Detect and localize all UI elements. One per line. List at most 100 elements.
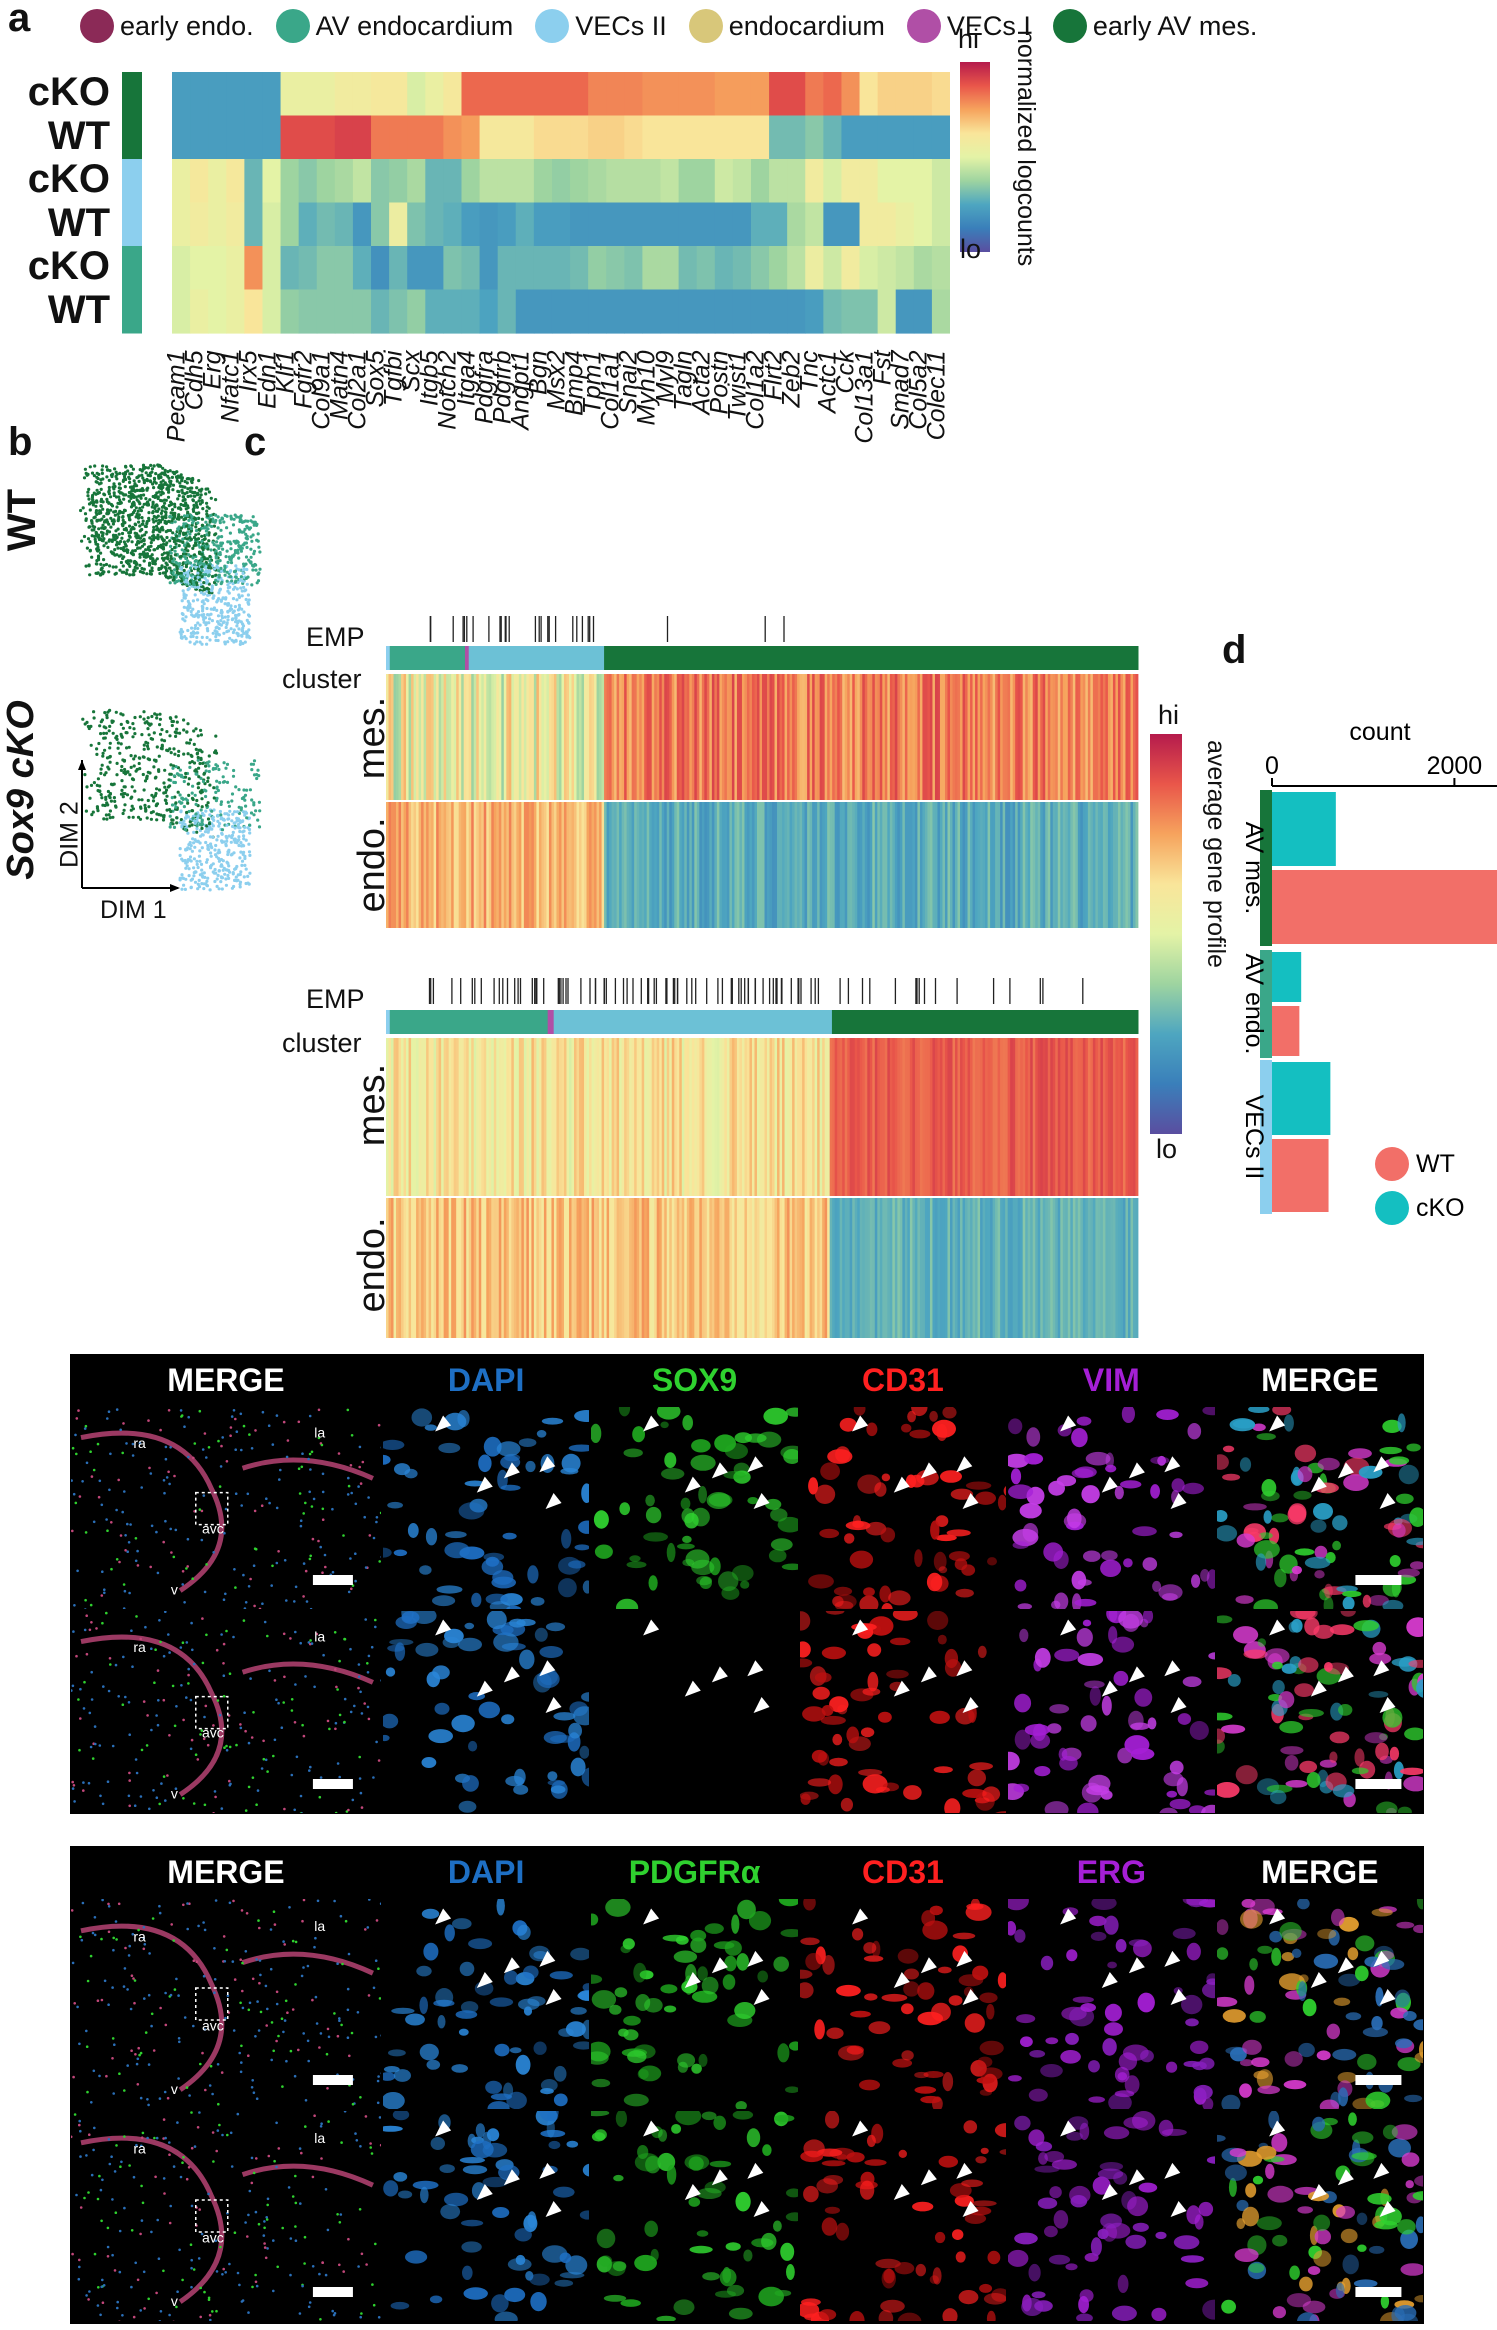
umap-point (235, 879, 239, 883)
umap-point (149, 555, 153, 559)
umap-point (211, 824, 215, 828)
tissue-nucleus (164, 1457, 168, 1461)
umap-point (186, 782, 190, 786)
umap-point (142, 493, 146, 497)
tissue-nucleus (222, 1598, 226, 1601)
channel-header: SOX9 (590, 1354, 799, 1406)
profile-stripe (1075, 1198, 1079, 1338)
umap-point (200, 826, 204, 830)
profile-stripe (1070, 802, 1074, 928)
umap-point (151, 530, 155, 534)
umap-point (186, 542, 190, 546)
umap-point (238, 872, 242, 877)
tissue-nucleus (321, 1507, 325, 1511)
umap-point (205, 858, 209, 862)
umap-point (139, 540, 143, 544)
profile-stripe (651, 1038, 655, 1196)
profile-stripe (491, 802, 495, 928)
umap-point (137, 479, 141, 483)
umap-point (97, 537, 101, 542)
umap-point (92, 474, 96, 478)
cell-signal (706, 1492, 731, 1509)
umap-point (213, 567, 217, 571)
tissue-nucleus (167, 1470, 170, 1474)
umap-point (104, 731, 109, 735)
umap-point (196, 585, 200, 589)
legend-label: endocardium (728, 10, 885, 41)
profile-stripe (731, 674, 735, 800)
umap-point (138, 555, 142, 559)
umap-point (199, 493, 203, 497)
profile-stripe (396, 1198, 399, 1338)
profile-stripe (1125, 802, 1129, 928)
heatmap-cell (678, 72, 698, 117)
umap-point (131, 815, 135, 819)
umap-point (117, 495, 121, 499)
umap-point (149, 541, 153, 545)
umap-point (207, 764, 211, 768)
profile-stripe (832, 674, 836, 800)
profile-stripe (1025, 1198, 1029, 1338)
profile-stripe (516, 802, 520, 928)
umap-point (163, 519, 167, 523)
profile-stripe (531, 1038, 535, 1196)
profile-stripe (869, 674, 873, 800)
umap-point (207, 506, 211, 510)
umap-point (228, 585, 232, 589)
profile-stripe (739, 802, 743, 928)
profile-stripe (955, 674, 958, 800)
umap-point (205, 860, 209, 864)
profile-stripe (416, 1038, 419, 1196)
profile-stripe (589, 1038, 592, 1196)
umap-point (216, 819, 220, 823)
heatmap-cell (606, 159, 625, 204)
profile-stripe (561, 1038, 565, 1196)
umap-point (182, 576, 186, 580)
umap-point (220, 516, 224, 520)
heatmap-cell (877, 202, 897, 247)
cell-signal (1054, 1592, 1069, 1609)
tissue-nucleus (203, 1590, 207, 1594)
heatmap-cell (606, 202, 625, 247)
profile-stripe (526, 1038, 530, 1196)
profile-stripe (1100, 674, 1104, 800)
heatmap-cell (805, 202, 824, 247)
profile-stripe (503, 1198, 507, 1338)
heatmap-cell (841, 72, 861, 117)
profile-stripe (691, 1198, 695, 1338)
tissue-nucleus (347, 1484, 351, 1488)
profile-stripe (787, 802, 790, 928)
profile-stripe (1030, 674, 1034, 800)
profile-stripe (932, 1038, 936, 1196)
profile-stripe (812, 1198, 816, 1338)
umap-point (138, 756, 142, 760)
heatmap-cell (732, 246, 752, 291)
profile-stripe (448, 1038, 452, 1196)
umap-point (105, 497, 109, 501)
umap-point (173, 502, 177, 506)
tissue-nucleus (159, 1428, 162, 1432)
profile-stripe (563, 674, 567, 800)
profile-stripe (842, 802, 846, 928)
umap-point (220, 876, 224, 880)
umap-point (246, 593, 250, 597)
cell-signal (558, 1556, 582, 1575)
umap-point (200, 846, 204, 850)
umap-point (127, 534, 131, 538)
cell-signal (1121, 1407, 1136, 1423)
profile-stripe (804, 1038, 808, 1196)
umap-point (219, 569, 223, 573)
profile-stripe (1052, 1038, 1056, 1196)
umap-point (175, 772, 179, 776)
profile-stripe (1050, 1038, 1054, 1196)
profile-stripe (634, 1038, 638, 1196)
profile-stripe (1080, 1038, 1084, 1196)
profile-stripe (401, 802, 404, 928)
profile-stripe (661, 1038, 665, 1196)
profile-stripe (952, 1198, 956, 1338)
umap-point (216, 515, 220, 519)
umap-point (207, 613, 211, 617)
profile-stripe (709, 802, 713, 928)
profile-stripe (1067, 1198, 1071, 1338)
profile-stripe (651, 802, 655, 928)
